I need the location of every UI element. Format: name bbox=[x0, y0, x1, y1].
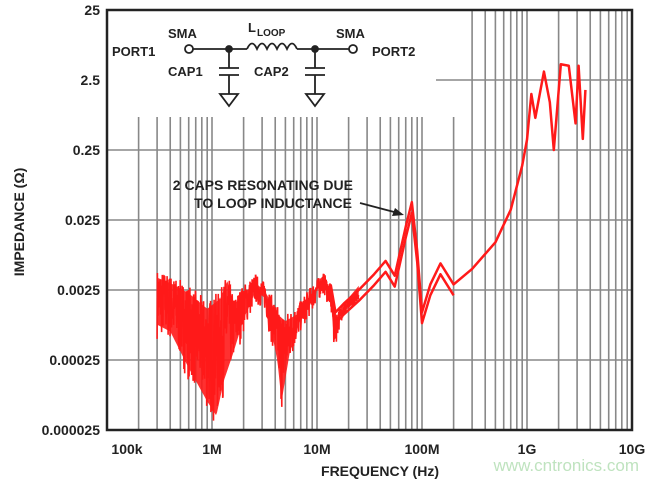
x-tick-label: 100M bbox=[404, 441, 439, 457]
x-tick-label: 100k bbox=[111, 441, 142, 457]
sma-right-label: SMA bbox=[336, 26, 366, 41]
port2-terminal bbox=[348, 44, 358, 54]
x-axis-label: FREQUENCY (Hz) bbox=[321, 463, 439, 479]
x-tick-label: 10G bbox=[619, 441, 646, 457]
port1-terminal bbox=[184, 44, 194, 54]
x-tick-label: 1M bbox=[202, 441, 221, 457]
x-tick-label: 10M bbox=[303, 441, 330, 457]
y-tick-label: 0.025 bbox=[65, 212, 100, 228]
noisy-curve-fill bbox=[157, 277, 359, 416]
annotation-line-1: 2 CAPS RESONATING DUE bbox=[173, 177, 353, 193]
arrow-head-icon bbox=[392, 208, 404, 216]
inductor-label: L bbox=[248, 20, 256, 35]
annotation-line-2: TO LOOP INDUCTANCE bbox=[194, 195, 352, 211]
sma-left-label: SMA bbox=[168, 26, 198, 41]
circuit-schematic: SMA PORT1 SMA PORT2 L LOOP CAP1 CAP2 bbox=[112, 20, 415, 108]
y-tick-label: 2.5 bbox=[81, 72, 101, 88]
curve-segment bbox=[329, 211, 455, 325]
annotation-arrow bbox=[359, 202, 399, 214]
port1-label: PORT1 bbox=[112, 44, 155, 59]
plot-frame bbox=[105, 8, 634, 432]
grid bbox=[107, 10, 632, 430]
impedance-curve bbox=[156, 62, 587, 421]
y-tick-labels: 25 2.5 0.25 0.025 0.0025 0.00025 0.000025 bbox=[42, 2, 101, 438]
cap1-label: CAP1 bbox=[168, 64, 203, 79]
annotation: 2 CAPS RESONATING DUE TO LOOP INDUCTANCE bbox=[173, 177, 404, 216]
port2-label: PORT2 bbox=[372, 44, 415, 59]
x-tick-labels: 100k 1M 10M 100M 1G 10G bbox=[111, 441, 645, 457]
y-tick-label: 25 bbox=[84, 2, 100, 18]
inductor-sub-label: LOOP bbox=[257, 28, 286, 39]
y-tick-label: 0.000025 bbox=[42, 422, 101, 438]
inductor-icon bbox=[246, 42, 298, 52]
ground-icon bbox=[304, 93, 326, 108]
ground-icon bbox=[218, 93, 240, 108]
y-tick-label: 0.00025 bbox=[49, 352, 100, 368]
y-tick-label: 0.25 bbox=[73, 142, 100, 158]
y-axis-label: IMPEDANCE (Ω) bbox=[11, 168, 27, 276]
x-tick-label: 1G bbox=[518, 441, 537, 457]
curve-segment bbox=[329, 62, 587, 314]
y-tick-label: 0.0025 bbox=[57, 282, 100, 298]
watermark: www.cntronics.com bbox=[493, 456, 639, 475]
cap2-label: CAP2 bbox=[254, 64, 289, 79]
